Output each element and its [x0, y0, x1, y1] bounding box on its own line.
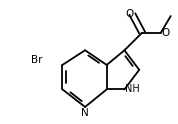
Text: NH: NH: [125, 84, 140, 94]
Text: O: O: [162, 28, 170, 38]
Text: O: O: [125, 9, 134, 19]
Text: N: N: [81, 108, 89, 118]
Text: Br: Br: [31, 55, 43, 65]
